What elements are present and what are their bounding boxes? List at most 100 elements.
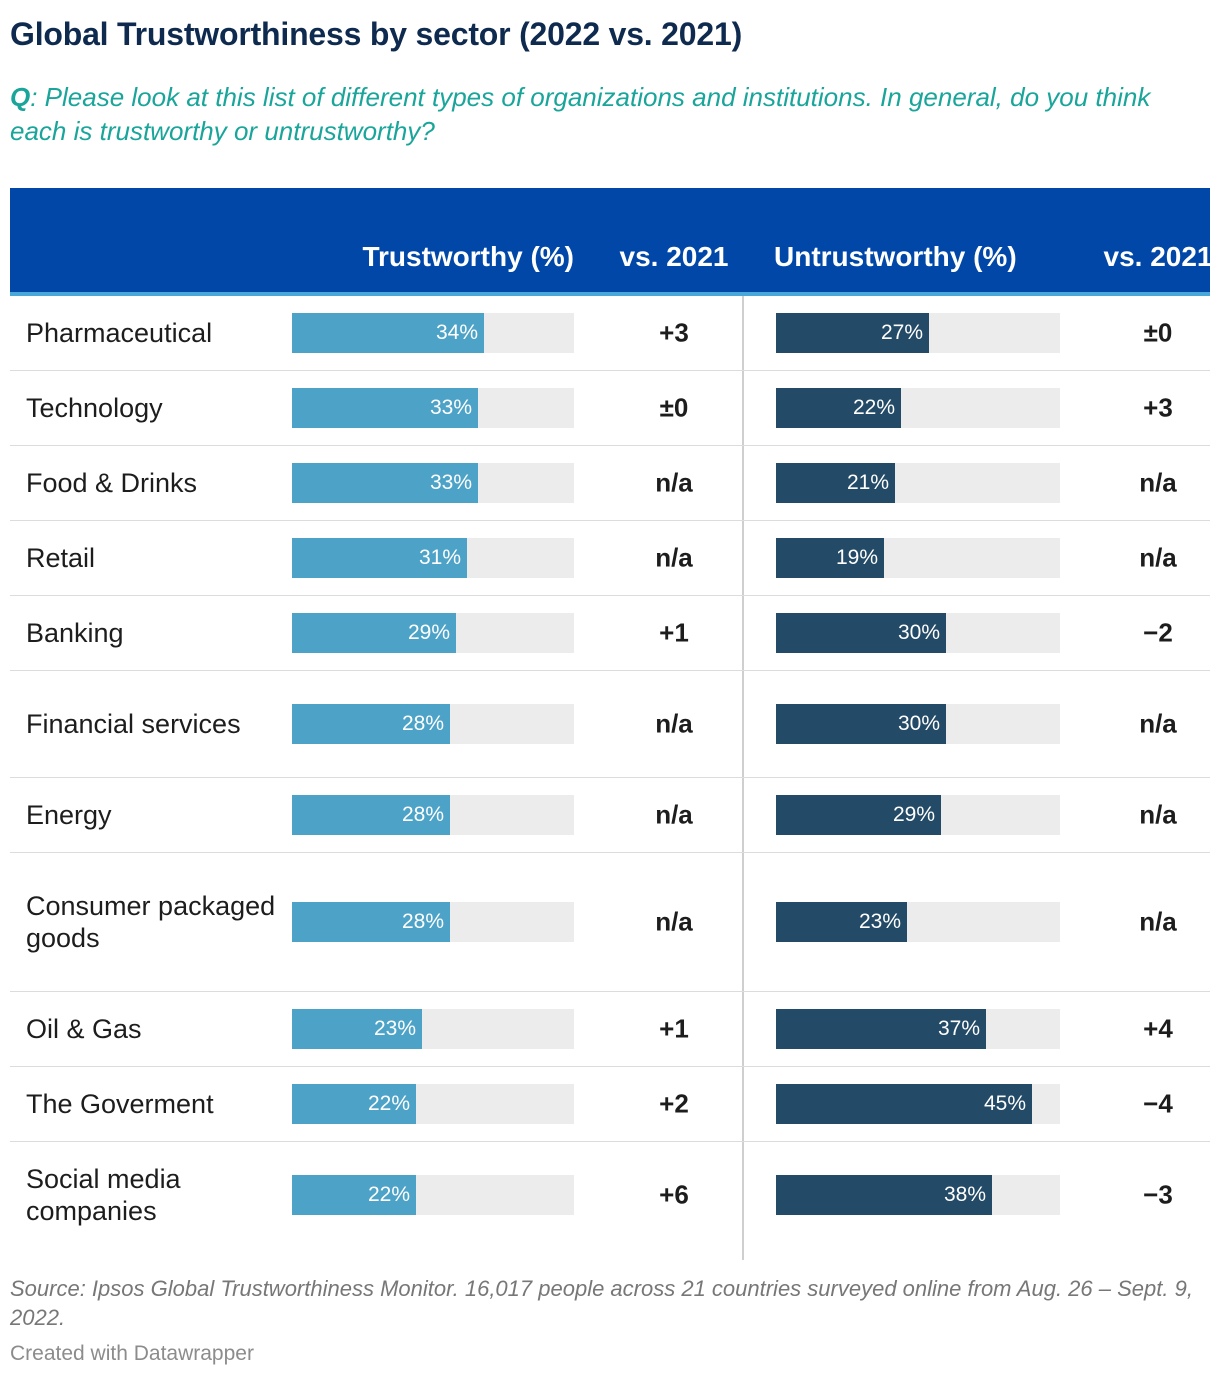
column-divider xyxy=(742,296,744,1260)
untrust-bar-track: 38% xyxy=(776,1175,1060,1215)
trust-bar-track: 33% xyxy=(292,463,574,503)
untrust-value-label: 30% xyxy=(897,621,940,644)
trust-bar-track: 22% xyxy=(292,1175,574,1215)
table-row: Oil & Gas 23% +1 37% +4 xyxy=(10,992,1210,1067)
untrust-bar: 45% xyxy=(776,1084,1032,1124)
untrust-bar-track: 21% xyxy=(776,463,1060,503)
untrust-bar: 29% xyxy=(776,795,941,835)
sector-label: The Goverment xyxy=(26,1089,214,1119)
header-vs-2021-untrust: vs. 2021 xyxy=(1103,241,1213,272)
untrust-value-label: 45% xyxy=(983,1092,1026,1115)
trust-change: +2 xyxy=(659,1088,689,1119)
table-row: Energy 28% n/a 29% n/a xyxy=(10,778,1210,853)
trust-change: n/a xyxy=(655,906,693,937)
sector-label: Financial services xyxy=(26,709,241,739)
header-untrustworthy: Untrustworthy (%) xyxy=(774,241,1017,272)
sector-label: Food & Drinks xyxy=(26,468,198,498)
untrust-bar: 27% xyxy=(776,313,929,353)
source-note: Source: Ipsos Global Trustworthiness Mon… xyxy=(10,1276,1193,1330)
trust-change: n/a xyxy=(655,708,693,739)
trust-change: ±0 xyxy=(659,392,689,423)
trust-bar-track: 31% xyxy=(292,538,574,578)
table-row: Food & Drinks 33% n/a 21% n/a xyxy=(10,446,1210,521)
untrust-change: ±0 xyxy=(1143,317,1173,348)
untrust-bar-track: 19% xyxy=(776,538,1060,578)
trust-bar: 31% xyxy=(292,538,467,578)
table-row: Consumer packaged goods 28% n/a 23% n/a xyxy=(10,853,1210,992)
sector-label: Oil & Gas xyxy=(26,1014,142,1044)
untrust-value-label: 22% xyxy=(852,396,895,419)
trust-bar: 22% xyxy=(292,1084,416,1124)
trust-value-label: 33% xyxy=(429,396,472,419)
untrust-bar: 21% xyxy=(776,463,895,503)
trust-value-label: 28% xyxy=(401,910,444,933)
untrust-bar-track: 29% xyxy=(776,795,1060,835)
trust-change: +1 xyxy=(659,1013,689,1044)
trust-change: +1 xyxy=(659,617,689,648)
untrust-change: −4 xyxy=(1143,1088,1173,1119)
trust-bar-track: 22% xyxy=(292,1084,574,1124)
untrust-bar: 19% xyxy=(776,538,884,578)
sector-label: Retail xyxy=(26,543,96,573)
trust-bar: 28% xyxy=(292,795,450,835)
untrust-bar: 38% xyxy=(776,1175,992,1215)
trust-change: +3 xyxy=(659,317,689,348)
trust-bar: 28% xyxy=(292,902,450,942)
table-row: The Goverment 22% +2 45% −4 xyxy=(10,1067,1210,1142)
trust-value-label: 31% xyxy=(418,546,461,569)
trust-value-label: 22% xyxy=(367,1092,410,1115)
untrust-change: n/a xyxy=(1139,467,1177,498)
untrust-bar-track: 22% xyxy=(776,388,1060,428)
trust-value-label: 28% xyxy=(401,803,444,826)
untrust-bar: 37% xyxy=(776,1009,986,1049)
trust-value-label: 22% xyxy=(367,1183,410,1206)
trust-bar: 28% xyxy=(292,704,450,744)
trust-bar: 33% xyxy=(292,388,478,428)
question-prefix: Q xyxy=(10,82,31,112)
untrust-bar-track: 45% xyxy=(776,1084,1060,1124)
untrust-change: n/a xyxy=(1139,542,1177,573)
untrust-value-label: 37% xyxy=(937,1017,980,1040)
trust-value-label: 29% xyxy=(407,621,450,644)
trust-bar-track: 29% xyxy=(292,613,574,653)
trust-change: n/a xyxy=(655,467,693,498)
untrust-bar: 23% xyxy=(776,902,907,942)
untrust-change: n/a xyxy=(1139,799,1177,830)
sector-label: Technology xyxy=(26,393,163,423)
untrust-value-label: 27% xyxy=(880,321,923,344)
untrust-bar-track: 30% xyxy=(776,613,1060,653)
credit-note: Created with Datawrapper xyxy=(10,1342,254,1365)
untrust-bar-track: 23% xyxy=(776,902,1060,942)
untrust-change: −2 xyxy=(1143,617,1173,648)
sector-label: Social media companies xyxy=(26,1164,181,1226)
trust-bar-track: 34% xyxy=(292,313,574,353)
header-trustworthy: Trustworthy (%) xyxy=(362,241,574,272)
table-row: Retail 31% n/a 19% n/a xyxy=(10,521,1210,596)
untrust-value-label: 30% xyxy=(897,712,940,735)
trust-bar: 29% xyxy=(292,613,456,653)
question-text: : Please look at this list of different … xyxy=(10,82,1151,146)
table-row: Financial services 28% n/a 30% n/a xyxy=(10,671,1210,778)
trust-bar: 23% xyxy=(292,1009,422,1049)
sector-label: Banking xyxy=(26,618,124,648)
trust-change: n/a xyxy=(655,542,693,573)
trust-change: +6 xyxy=(659,1179,689,1210)
untrust-value-label: 38% xyxy=(943,1183,986,1206)
trust-bar-track: 28% xyxy=(292,902,574,942)
table-body: Pharmaceutical 34% +3 27% ±0 Technology 33% ±0 2… xyxy=(10,296,1210,1260)
untrust-change: +4 xyxy=(1143,1013,1173,1044)
trust-bar: 33% xyxy=(292,463,478,503)
trust-bar: 22% xyxy=(292,1175,416,1215)
trust-bar-track: 33% xyxy=(292,388,574,428)
chart-title: Global Trustworthiness by sector (2022 v… xyxy=(10,16,743,52)
table-row: Pharmaceutical 34% +3 27% ±0 xyxy=(10,296,1210,371)
table-header: Trustworthy (%) vs. 2021 Untrustworthy (… xyxy=(10,188,1213,296)
untrust-change: n/a xyxy=(1139,708,1177,739)
trust-bar: 34% xyxy=(292,313,484,353)
untrust-change: −3 xyxy=(1143,1179,1173,1210)
trust-bar-track: 28% xyxy=(292,795,574,835)
trust-bar-track: 28% xyxy=(292,704,574,744)
untrust-bar-track: 30% xyxy=(776,704,1060,744)
untrust-bar-track: 27% xyxy=(776,313,1060,353)
survey-question: Q: Please look at this list of different… xyxy=(10,80,1190,148)
